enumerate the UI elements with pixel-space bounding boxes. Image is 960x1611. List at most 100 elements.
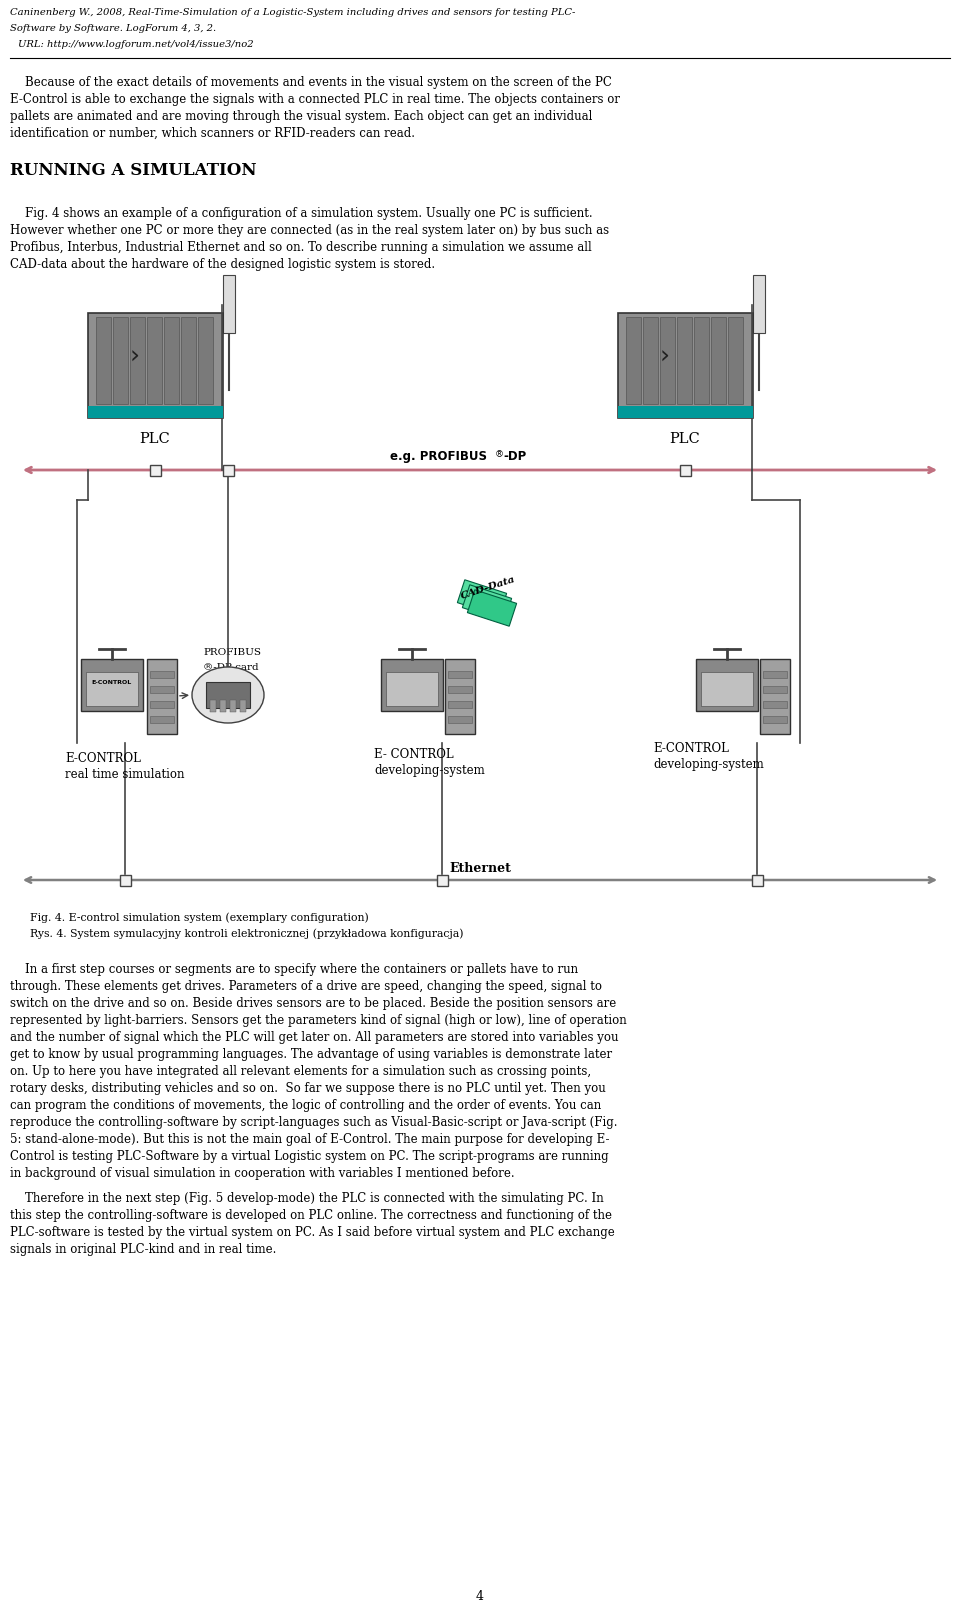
Bar [163,316,179,403]
Bar [223,464,233,475]
Bar [677,316,691,403]
Bar [206,681,250,707]
Text: PLC-software is tested by the virtual system on PC. As I said before virtual sys: PLC-software is tested by the virtual sy… [10,1226,614,1239]
Bar [680,464,690,475]
Bar [223,275,234,332]
Bar [150,686,174,693]
Text: in background of visual simulation in cooperation with variables I mentioned bef: in background of visual simulation in co… [10,1166,515,1179]
Text: URL: http://www.logforum.net/vol4/issue3/no2: URL: http://www.logforum.net/vol4/issue3… [18,40,253,48]
Bar [119,875,131,886]
Text: developing-system: developing-system [653,759,764,772]
Bar [617,313,753,417]
Text: this step the controlling-software is developed on PLC online. The correctness a: this step the controlling-software is de… [10,1208,612,1223]
Bar [150,672,174,678]
FancyBboxPatch shape [463,585,512,622]
Text: ›: › [660,345,670,369]
Bar [230,701,236,712]
Bar [381,659,443,710]
Bar [448,672,472,678]
Bar [448,686,472,693]
Bar [210,701,216,712]
Text: Fig. 4 shows an example of a configuration of a simulation system. Usually one P: Fig. 4 shows an example of a configurati… [10,206,592,221]
Text: reproduce the controlling-software by script-languages such as Visual-Basic-scri: reproduce the controlling-software by sc… [10,1116,617,1129]
Text: ›: › [130,345,140,369]
Bar [87,406,223,417]
Text: E-CONTROL: E-CONTROL [65,752,141,765]
Bar [728,316,742,403]
Bar [760,659,790,733]
Bar [130,316,145,403]
Bar [86,672,138,706]
Text: CAD-Data: CAD-Data [460,575,517,601]
Text: ®-DP card: ®-DP card [203,664,258,672]
Text: RUNNING A SIMULATION: RUNNING A SIMULATION [10,163,256,179]
Bar [696,659,758,710]
Bar [386,672,438,706]
Text: developing-system: developing-system [374,764,485,777]
Bar [448,701,472,707]
Bar [660,316,675,403]
Text: 5: stand-alone-mode). But this is not the main goal of E-Control. The main purpo: 5: stand-alone-mode). But this is not th… [10,1133,610,1145]
Text: In a first step courses or segments are to specify where the containers or palle: In a first step courses or segments are … [10,963,578,976]
Bar [147,659,177,733]
Bar [753,275,764,332]
Bar [763,701,787,707]
Text: can program the conditions of movements, the logic of controlling and the order : can program the conditions of movements,… [10,1099,601,1112]
Text: However whether one PC or more they are connected (as in the real system later o: However whether one PC or more they are … [10,224,610,237]
Text: Rys. 4. System symulacyjny kontroli elektronicznej (przykładowa konfiguracja): Rys. 4. System symulacyjny kontroli elek… [30,928,464,939]
Bar [81,659,143,710]
Text: get to know by usual programming languages. The advantage of using variables is : get to know by usual programming languag… [10,1049,612,1062]
Text: E- CONTROL: E- CONTROL [374,748,454,760]
Text: Control is testing PLC-Software by a virtual Logistic system on PC. The script-p: Control is testing PLC-Software by a vir… [10,1150,609,1163]
Text: Because of the exact details of movements and events in the visual system on the: Because of the exact details of movement… [10,76,612,89]
Bar [147,316,161,403]
Bar [150,464,160,475]
Text: switch on the drive and so on. Beside drives sensors are to be placed. Beside th: switch on the drive and so on. Beside dr… [10,997,616,1010]
Text: rotary desks, distributing vehicles and so on.  So far we suppose there is no PL: rotary desks, distributing vehicles and … [10,1083,606,1095]
Bar [112,316,128,403]
Text: on. Up to here you have integrated all relevant elements for a simulation such a: on. Up to here you have integrated all r… [10,1065,591,1078]
Text: Software by Software. LogForum 4, 3, 2.: Software by Software. LogForum 4, 3, 2. [10,24,216,32]
Bar [198,316,212,403]
FancyBboxPatch shape [457,580,507,617]
Text: PLC: PLC [139,432,170,446]
Text: Profibus, Interbus, Industrial Ethernet and so on. To describe running a simulat: Profibus, Interbus, Industrial Ethernet … [10,242,591,255]
Text: Fig. 4. E-control simulation system (exemplary configuration): Fig. 4. E-control simulation system (exe… [30,912,369,923]
Bar [626,316,640,403]
Text: pallets are animated and are moving through the visual system. Each object can g: pallets are animated and are moving thro… [10,110,592,122]
Bar [437,875,447,886]
Text: PROFIBUS: PROFIBUS [203,648,261,657]
Text: e.g. PROFIBUS: e.g. PROFIBUS [390,449,492,462]
Bar [642,316,658,403]
Text: 4: 4 [476,1590,484,1603]
Text: -DP: -DP [503,449,526,462]
Bar [710,316,726,403]
Text: ®: ® [495,449,504,459]
Text: through. These elements get drives. Parameters of a drive are speed, changing th: through. These elements get drives. Para… [10,979,602,992]
Bar [693,316,708,403]
Text: PLC: PLC [670,432,701,446]
Bar [95,316,110,403]
Bar [701,672,753,706]
Bar [240,701,246,712]
Bar [448,715,472,723]
Text: Ethernet: Ethernet [449,862,511,875]
FancyBboxPatch shape [468,590,516,627]
Bar [445,659,475,733]
Text: E-Control is able to exchange the signals with a connected PLC in real time. The: E-Control is able to exchange the signal… [10,93,620,106]
Text: Therefore in the next step (Fig. 5 develop-mode) the PLC is connected with the s: Therefore in the next step (Fig. 5 devel… [10,1192,604,1205]
Bar [763,715,787,723]
Text: identification or number, which scanners or RFID-readers can read.: identification or number, which scanners… [10,127,415,140]
Text: and the number of signal which the PLC will get later on. All parameters are sto: and the number of signal which the PLC w… [10,1031,618,1044]
Text: signals in original PLC-kind and in real time.: signals in original PLC-kind and in real… [10,1244,276,1257]
Bar [150,701,174,707]
Ellipse shape [192,667,264,723]
Bar [180,316,196,403]
Bar [763,672,787,678]
Bar [220,701,226,712]
Bar [752,875,762,886]
Bar [617,406,753,417]
Text: E-CONTROL: E-CONTROL [653,743,729,756]
Text: CAD-data about the hardware of the designed logistic system is stored.: CAD-data about the hardware of the desig… [10,258,435,271]
Text: Caninenberg W., 2008, Real-Time-Simulation of a Logistic-System including drives: Caninenberg W., 2008, Real-Time-Simulati… [10,8,575,18]
